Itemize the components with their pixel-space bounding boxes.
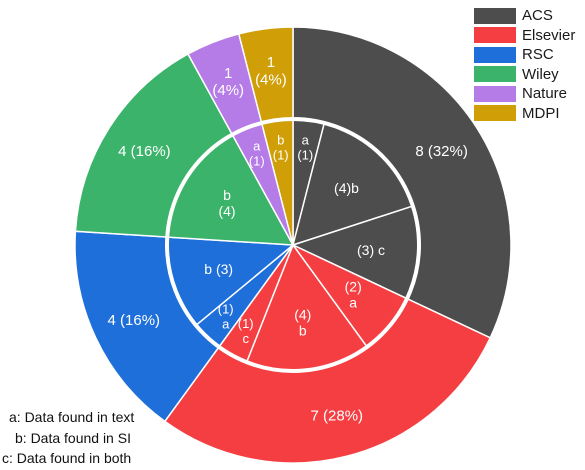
inner-label-mdpi-b: b (1) <box>273 133 289 163</box>
outer-label-nature: 1 (4%) <box>212 65 244 99</box>
footnote-c: c: Data found in both <box>2 450 132 466</box>
footnote-a: a: Data found in text <box>9 409 135 425</box>
legend-label-elsevier: Elsevier <box>522 26 576 44</box>
legend-item-elsevier: Elsevier <box>474 26 582 46</box>
outer-label-acs: 8 (32%) <box>415 143 468 160</box>
inner-label-acs-c: (3) c <box>357 242 385 258</box>
outer-label-wiley: 4 (16%) <box>118 143 171 160</box>
legend-label-acs: ACS <box>522 7 553 25</box>
inner-label-wiley-b: b (4) <box>218 187 235 219</box>
footnote-b: b: Data found in SI <box>15 429 131 446</box>
legend-swatch-nature <box>474 85 516 102</box>
outer-labels: 8 (32%) 7 (28%) 4 (16%) 4 (16%) 1 (4%) 1 (4%) <box>108 54 468 425</box>
legend-label-wiley: Wiley <box>522 65 559 83</box>
legend-item-rsc: RSC <box>474 45 582 65</box>
inner-labels: a (1) (4)b (3) c (2) a (4) b (1) c(1) a b (3) b (4) a(… <box>204 133 385 347</box>
inner-label-acs-b: (4)b <box>334 180 359 196</box>
outer-label-mdpi: 1 (4%) <box>255 54 287 88</box>
legend: ACS Elsevier RSC Wiley Nature MDPI <box>474 6 582 123</box>
legend-swatch-rsc <box>474 46 516 63</box>
legend-swatch-mdpi <box>474 105 516 122</box>
legend-swatch-acs <box>474 7 516 24</box>
legend-item-wiley: Wiley <box>474 65 582 85</box>
legend-item-mdpi: MDPI <box>474 104 582 124</box>
inner-ring <box>165 117 421 373</box>
inner-label-elsevier-a: (2) a <box>345 279 362 311</box>
legend-swatch-elsevier <box>474 27 516 44</box>
outer-label-rsc: 4 (16%) <box>108 312 161 329</box>
outer-label-elsevier: 7 (28%) <box>311 408 364 425</box>
footnotes: a: Data found in text b: Data found in S… <box>2 407 134 469</box>
inner-label-rsc-b: b (3) <box>204 261 233 277</box>
inner-label-elsevier-b: (4) b <box>294 306 311 338</box>
legend-item-nature: Nature <box>474 84 582 104</box>
legend-label-mdpi: MDPI <box>522 104 560 122</box>
legend-swatch-wiley <box>474 66 516 83</box>
inner-label-acs-a: a (1) <box>297 133 313 163</box>
inner-label-nature-a: a (1) <box>249 139 265 169</box>
legend-item-acs: ACS <box>474 6 582 26</box>
legend-label-rsc: RSC <box>522 46 554 64</box>
ring-separator <box>165 117 421 373</box>
inner-label-elsevier-c: (1) c <box>238 316 254 346</box>
inner-label-rsc-a: (1) a <box>218 302 234 332</box>
legend-label-nature: Nature <box>522 85 568 103</box>
